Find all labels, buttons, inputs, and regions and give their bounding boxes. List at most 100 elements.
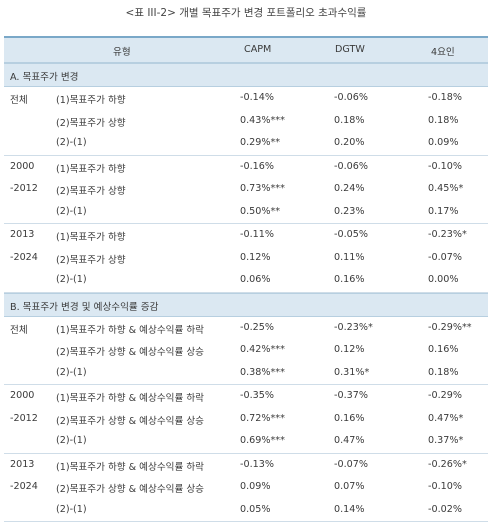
capm-cell: -0.25% [240, 322, 274, 333]
type-cell: (1)목표주가 하향 & 예상수익률 하락 [56, 459, 204, 473]
header-capm: CAPM [244, 44, 271, 55]
four-factor-cell: 0.09% [428, 137, 458, 148]
four-factor-cell: 0.16% [428, 344, 458, 355]
dgtw-cell: 0.12% [334, 344, 364, 355]
dgtw-cell: 0.23% [334, 206, 364, 217]
dgtw-cell: 0.07% [334, 481, 364, 492]
four-factor-cell: -0.23%* [428, 229, 467, 240]
dgtw-cell: 0.11% [334, 252, 364, 263]
capm-cell: 0.69%*** [240, 435, 285, 446]
capm-cell: -0.13% [240, 459, 274, 470]
dgtw-cell: 0.31%* [334, 367, 369, 378]
type-cell: (1)목표주가 하향 [56, 161, 126, 175]
capm-cell: -0.11% [240, 229, 274, 240]
type-cell: (1)목표주가 하향 & 예상수익률 하락 [56, 390, 204, 404]
table-row: -2012 (2)목표주가 상향 0.73%*** 0.24% 0.45%* [4, 178, 488, 201]
type-cell: (2)목표주가 상향 & 예상수익률 상승 [56, 413, 204, 427]
four-factor-cell: 0.47%* [428, 413, 463, 424]
dgtw-cell: -0.06% [334, 92, 368, 103]
capm-cell: 0.42%*** [240, 344, 285, 355]
type-cell: (1)목표주가 하향 & 예상수익률 하락 [56, 322, 204, 336]
period-group: 전체(1)목표주가 하향-0.14%-0.06%-0.18%(2)목표주가 상향… [4, 87, 488, 156]
type-cell: (2)-(1) [56, 206, 87, 217]
four-factor-cell: -0.29%** [428, 322, 472, 333]
table-row: 2000 (1)목표주가 하향 -0.16% -0.06% -0.10% [4, 156, 488, 179]
four-factor-cell: -0.02% [428, 504, 462, 515]
type-cell: (2)-(1) [56, 435, 87, 446]
four-factor-cell: -0.18% [428, 92, 462, 103]
period-group: 전체 (1)목표주가 하향 & 예상수익률 하락 -0.25% -0.23%* -0.2… [4, 317, 488, 386]
period-cell: 2000 [10, 161, 34, 172]
table-row: (2)-(1) 0.38%*** 0.31%* 0.18% [4, 362, 488, 385]
type-cell: (1)목표주가 하향 [56, 92, 126, 106]
four-factor-cell: 0.17% [428, 206, 458, 217]
table-row: 2000(1)목표주가 하향 & 예상수익률 하락-0.35%-0.37%-0.… [4, 385, 488, 408]
table-row: (2)-(1)0.06%0.16%0.00% [4, 269, 488, 292]
capm-cell: -0.16% [240, 161, 274, 172]
dgtw-cell: -0.23%* [334, 322, 373, 333]
capm-cell: -0.35% [240, 390, 274, 401]
four-factor-cell: -0.10% [428, 161, 462, 172]
capm-cell: 0.43%*** [240, 115, 285, 126]
type-cell: (1)목표주가 하향 [56, 229, 126, 243]
table-row: (2)-(1)0.05%0.14%-0.02% [4, 499, 488, 522]
four-factor-cell: 0.45%* [428, 183, 463, 194]
capm-cell: 0.06% [240, 274, 270, 285]
four-factor-cell: 0.18% [428, 367, 458, 378]
capm-cell: 0.29%** [240, 137, 280, 148]
capm-cell: 0.38%*** [240, 367, 285, 378]
header-dgtw: DGTW [335, 44, 365, 55]
capm-cell: 0.09% [240, 481, 270, 492]
table-row: (2)-(1)0.29%**0.20%0.09% [4, 132, 488, 155]
table-title: <표 III-2> 개별 목표주가 변경 포트폴리오 초과수익률 [0, 5, 492, 20]
four-factor-cell: -0.29% [428, 390, 462, 401]
section-header: B. 목표주가 변경 및 예상수익률 증감 [4, 293, 488, 317]
header-type: 유형 [113, 44, 131, 58]
capm-cell: 0.12% [240, 252, 270, 263]
period-cell: 2000 [10, 390, 34, 401]
dgtw-cell: 0.16% [334, 413, 364, 424]
period-group: 2000(1)목표주가 하향 & 예상수익률 하락-0.35%-0.37%-0.… [4, 385, 488, 454]
four-factor-cell: -0.10% [428, 481, 462, 492]
table-row: (2)-(1) 0.69%*** 0.47% 0.37%* [4, 430, 488, 453]
header-4factor: 4요인 [431, 44, 455, 58]
type-cell: (2)-(1) [56, 274, 87, 285]
four-factor-cell: 0.37%* [428, 435, 463, 446]
table-row: 2013(1)목표주가 하향 & 예상수익률 하락-0.13%-0.07%-0.… [4, 454, 488, 477]
period-cell: 2013 [10, 229, 34, 240]
type-cell: (2)-(1) [56, 137, 87, 148]
period-cell: -2012 [10, 183, 38, 194]
section-label: A. 목표주가 변경 [10, 69, 79, 83]
capm-cell: 0.05% [240, 504, 270, 515]
dgtw-cell: -0.06% [334, 161, 368, 172]
period-group: 2013 (1)목표주가 하향 & 예상수익률 하락 -0.13% -0.07% -0.… [4, 454, 488, 522]
section-header: A. 목표주가 변경 [4, 63, 488, 87]
capm-cell: 0.73%*** [240, 183, 285, 194]
dgtw-cell: 0.47% [334, 435, 364, 446]
section-label: B. 목표주가 변경 및 예상수익률 증감 [10, 299, 158, 313]
period-cell: 2013 [10, 459, 34, 470]
table-row: 2013 (1)목표주가 하향 -0.11% -0.05% -0.23%* [4, 224, 488, 247]
period-group: 2000 (1)목표주가 하향 -0.16% -0.06% -0.10% -2012 (2)… [4, 156, 488, 225]
period-cell: 전체 [10, 322, 28, 336]
table-row: -2024 (2)목표주가 상향 & 예상수익률 상승 0.09% 0.07% -0.1… [4, 476, 488, 499]
dgtw-cell: -0.05% [334, 229, 368, 240]
period-cell: -2024 [10, 481, 38, 492]
table-row: (2)-(1)0.50%**0.23%0.17% [4, 201, 488, 224]
type-cell: (2)목표주가 상향 & 예상수익률 상승 [56, 481, 204, 495]
four-factor-cell: -0.07% [428, 252, 462, 263]
type-cell: (2)목표주가 상향 & 예상수익률 상승 [56, 344, 204, 358]
period-cell: 전체 [10, 92, 28, 106]
type-cell: (2)-(1) [56, 367, 87, 378]
dgtw-cell: -0.07% [334, 459, 368, 470]
period-cell: -2024 [10, 252, 38, 263]
four-factor-cell: 0.00% [428, 274, 458, 285]
capm-cell: 0.72%*** [240, 413, 285, 424]
period-cell: -2012 [10, 413, 38, 424]
type-cell: (2)목표주가 상향 [56, 183, 126, 197]
dgtw-cell: 0.24% [334, 183, 364, 194]
dgtw-cell: 0.18% [334, 115, 364, 126]
